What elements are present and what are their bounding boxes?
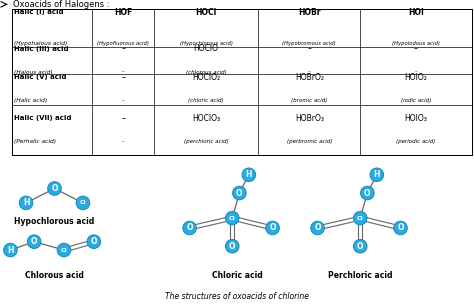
Text: HOClO₃: HOClO₃ bbox=[192, 114, 220, 123]
Circle shape bbox=[242, 168, 255, 181]
Text: (periodic acid): (periodic acid) bbox=[396, 139, 436, 144]
Text: O: O bbox=[364, 188, 371, 198]
Text: H: H bbox=[374, 170, 380, 179]
Text: O: O bbox=[31, 237, 37, 246]
Text: O: O bbox=[314, 223, 321, 233]
Text: Oxoacids of Halogens :: Oxoacids of Halogens : bbox=[13, 0, 110, 9]
Text: (Hypobromous acid): (Hypobromous acid) bbox=[283, 41, 336, 46]
Text: (Perhalic acid): (Perhalic acid) bbox=[14, 139, 56, 144]
Text: (perchloric acid): (perchloric acid) bbox=[184, 139, 228, 144]
Text: H: H bbox=[246, 170, 252, 179]
Text: Chloric acid: Chloric acid bbox=[211, 271, 263, 280]
Text: (perbromic acid): (perbromic acid) bbox=[287, 139, 332, 144]
Circle shape bbox=[233, 186, 246, 200]
Text: Cl: Cl bbox=[61, 247, 67, 253]
Text: O: O bbox=[186, 223, 193, 233]
Text: Hypochlorous acid: Hypochlorous acid bbox=[14, 217, 95, 226]
Text: Halic (III) acid: Halic (III) acid bbox=[14, 46, 69, 52]
Text: –: – bbox=[122, 70, 125, 74]
Circle shape bbox=[394, 221, 407, 235]
Circle shape bbox=[370, 168, 383, 181]
Text: H: H bbox=[7, 246, 14, 254]
Text: The structures of oxoacids of chlorine: The structures of oxoacids of chlorine bbox=[165, 292, 309, 301]
Text: –: – bbox=[121, 44, 125, 53]
Text: (bromic acid): (bromic acid) bbox=[291, 98, 328, 103]
Text: HOIO₃: HOIO₃ bbox=[404, 114, 428, 123]
Circle shape bbox=[27, 235, 41, 248]
Text: Perchloric acid: Perchloric acid bbox=[328, 271, 392, 280]
Text: (Hypolodous acid): (Hypolodous acid) bbox=[392, 41, 440, 46]
Text: HOBrO₃: HOBrO₃ bbox=[295, 114, 324, 123]
Text: O: O bbox=[269, 223, 276, 233]
Text: Halic (I) acid: Halic (I) acid bbox=[14, 9, 64, 15]
Text: Chlorous acid: Chlorous acid bbox=[25, 271, 84, 280]
Text: H: H bbox=[23, 199, 29, 207]
Text: HOIO₂: HOIO₂ bbox=[404, 73, 428, 82]
Text: HOClO₂: HOClO₂ bbox=[192, 73, 220, 82]
Text: –: – bbox=[308, 70, 310, 74]
Circle shape bbox=[87, 235, 100, 248]
Text: HOBrO₂: HOBrO₂ bbox=[295, 73, 324, 82]
Text: HOCl: HOCl bbox=[196, 8, 217, 17]
Circle shape bbox=[48, 182, 61, 195]
Text: (chlorous acid): (chlorous acid) bbox=[186, 70, 227, 74]
Text: Cl: Cl bbox=[357, 216, 364, 221]
Circle shape bbox=[361, 186, 374, 200]
Circle shape bbox=[76, 196, 90, 210]
Circle shape bbox=[226, 211, 239, 225]
Text: –: – bbox=[122, 98, 125, 103]
Circle shape bbox=[57, 243, 71, 257]
Text: HOBr: HOBr bbox=[298, 8, 320, 17]
Text: (chloric acid): (chloric acid) bbox=[189, 98, 224, 103]
Circle shape bbox=[311, 221, 324, 235]
Circle shape bbox=[183, 221, 196, 235]
Text: Halic (V) acid: Halic (V) acid bbox=[14, 74, 67, 81]
Circle shape bbox=[354, 240, 367, 253]
Text: O: O bbox=[397, 223, 404, 233]
Text: O: O bbox=[229, 242, 236, 251]
Text: (iodic acid): (iodic acid) bbox=[401, 98, 431, 103]
Text: O: O bbox=[236, 188, 243, 198]
Text: Halic (VII) acid: Halic (VII) acid bbox=[14, 115, 72, 121]
Circle shape bbox=[19, 196, 33, 210]
Text: –: – bbox=[414, 44, 418, 53]
Text: (Hypochlorous acid): (Hypochlorous acid) bbox=[180, 41, 233, 46]
Text: O: O bbox=[357, 242, 364, 251]
Text: (Hypohalous acid): (Hypohalous acid) bbox=[14, 41, 67, 46]
Circle shape bbox=[354, 211, 367, 225]
Text: O: O bbox=[51, 184, 58, 193]
Text: –: – bbox=[122, 139, 125, 144]
Text: Cl: Cl bbox=[80, 200, 86, 206]
Text: (Halous acid): (Halous acid) bbox=[14, 70, 53, 74]
Text: HOClO: HOClO bbox=[194, 44, 219, 53]
Text: (Halic acid): (Halic acid) bbox=[14, 98, 47, 103]
Circle shape bbox=[266, 221, 279, 235]
Text: HOF: HOF bbox=[114, 8, 132, 17]
Text: –: – bbox=[415, 70, 417, 74]
Text: –: – bbox=[121, 73, 125, 82]
Text: HOI: HOI bbox=[408, 8, 424, 17]
Text: –: – bbox=[307, 44, 311, 53]
Text: (Hypofluorous acid): (Hypofluorous acid) bbox=[97, 41, 149, 46]
Text: O: O bbox=[91, 237, 97, 246]
Circle shape bbox=[226, 240, 239, 253]
Circle shape bbox=[4, 243, 17, 257]
Text: –: – bbox=[121, 114, 125, 123]
Text: Cl: Cl bbox=[229, 216, 236, 221]
